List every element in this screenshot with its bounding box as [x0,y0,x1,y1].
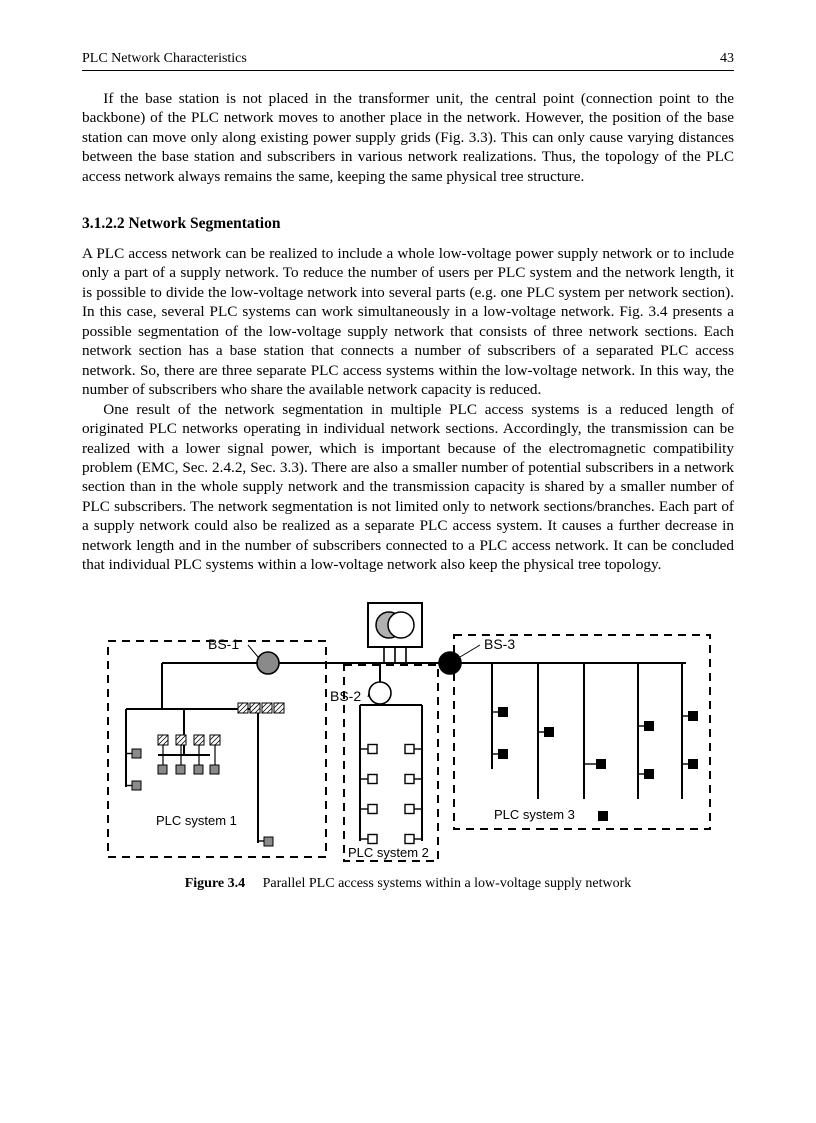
section-heading: 3.1.2.2 Network Segmentation [82,214,734,234]
page-number: 43 [720,50,734,68]
body-paragraph-2: One result of the network segmentation i… [82,400,734,575]
svg-text:PLC system 1: PLC system 1 [156,813,237,828]
svg-text:PLC system 2: PLC system 2 [348,845,429,860]
figure-label: Figure 3.4 [185,876,245,891]
figure-caption-text: Parallel PLC access systems within a low… [263,876,632,891]
section-number: 3.1.2.2 [82,215,125,232]
figure-caption: Figure 3.4 Parallel PLC access systems w… [82,875,734,893]
figure-3-4: BS-1 BS-2 BS-3 PLC system 1 PLC system 2 PLC … [82,599,734,893]
section-title-text: Network Segmentation [129,215,281,232]
svg-text:PLC system 3: PLC system 3 [494,807,575,822]
running-head-left: PLC Network Characteristics [82,50,247,68]
svg-text:BS-3: BS-3 [484,636,515,652]
body-paragraph-1: A PLC access network can be realized to … [82,244,734,400]
running-head: PLC Network Characteristics 43 [82,50,734,68]
figure-svg: BS-1 BS-2 BS-3 PLC system 1 PLC system 2 PLC … [98,599,718,869]
head-rule [82,70,734,71]
svg-text:BS-2: BS-2 [330,688,361,704]
page: PLC Network Characteristics 43 If the ba… [0,0,816,1123]
intro-paragraph: If the base station is not placed in the… [82,89,734,186]
svg-text:BS-1: BS-1 [208,636,239,652]
